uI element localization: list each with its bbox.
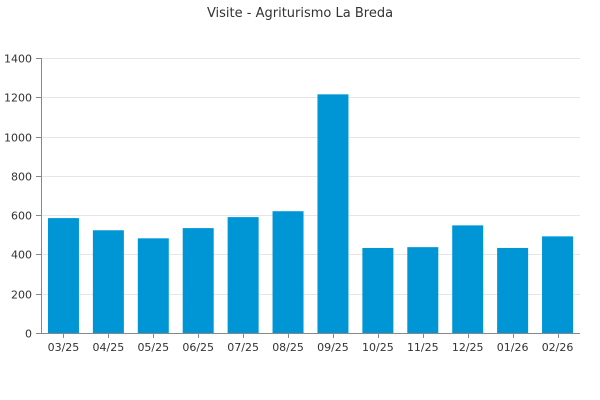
x-tick-label: 03/25 <box>48 341 80 354</box>
bar <box>542 236 574 333</box>
bar <box>362 247 394 333</box>
x-tick-label: 04/25 <box>93 341 125 354</box>
y-tick-label: 1400 <box>4 53 32 66</box>
x-axis-ticks: 03/25 04/25 05/25 06/25 07/25 08/25 09/25 10/25… <box>48 333 574 354</box>
x-tick-label: 12/25 <box>452 341 484 354</box>
bar <box>452 225 484 333</box>
y-tick-label: 0 <box>25 328 32 341</box>
x-tick-label: 09/25 <box>317 341 349 354</box>
axes <box>41 58 580 334</box>
bar <box>227 217 259 333</box>
x-tick-label: 06/25 <box>182 341 214 354</box>
x-tick-label: 02/26 <box>542 341 574 354</box>
bar <box>317 94 349 333</box>
y-tick-label: 200 <box>11 289 32 302</box>
y-axis-ticks: 0 200 400 600 800 1000 1200 1400 <box>4 53 41 341</box>
gridlines <box>41 58 580 295</box>
x-tick-label: 01/26 <box>497 341 529 354</box>
bar <box>47 218 79 333</box>
bar <box>182 228 214 333</box>
y-tick-label: 600 <box>11 210 32 223</box>
y-tick-label: 800 <box>11 171 32 184</box>
bar <box>407 247 439 333</box>
x-tick-label: 10/25 <box>362 341 394 354</box>
bar <box>92 230 124 333</box>
x-tick-label: 11/25 <box>407 341 439 354</box>
chart-title: Visite - Agriturismo La Breda <box>207 6 393 21</box>
x-tick-label: 07/25 <box>227 341 259 354</box>
y-tick-label: 400 <box>11 249 32 262</box>
x-tick-label: 08/25 <box>272 341 304 354</box>
y-tick-label: 1200 <box>4 92 32 105</box>
bar <box>272 211 304 333</box>
bar <box>137 238 169 333</box>
x-tick-label: 05/25 <box>137 341 169 354</box>
bars <box>47 94 574 333</box>
y-tick-label: 1000 <box>4 132 32 145</box>
bar <box>497 247 529 333</box>
